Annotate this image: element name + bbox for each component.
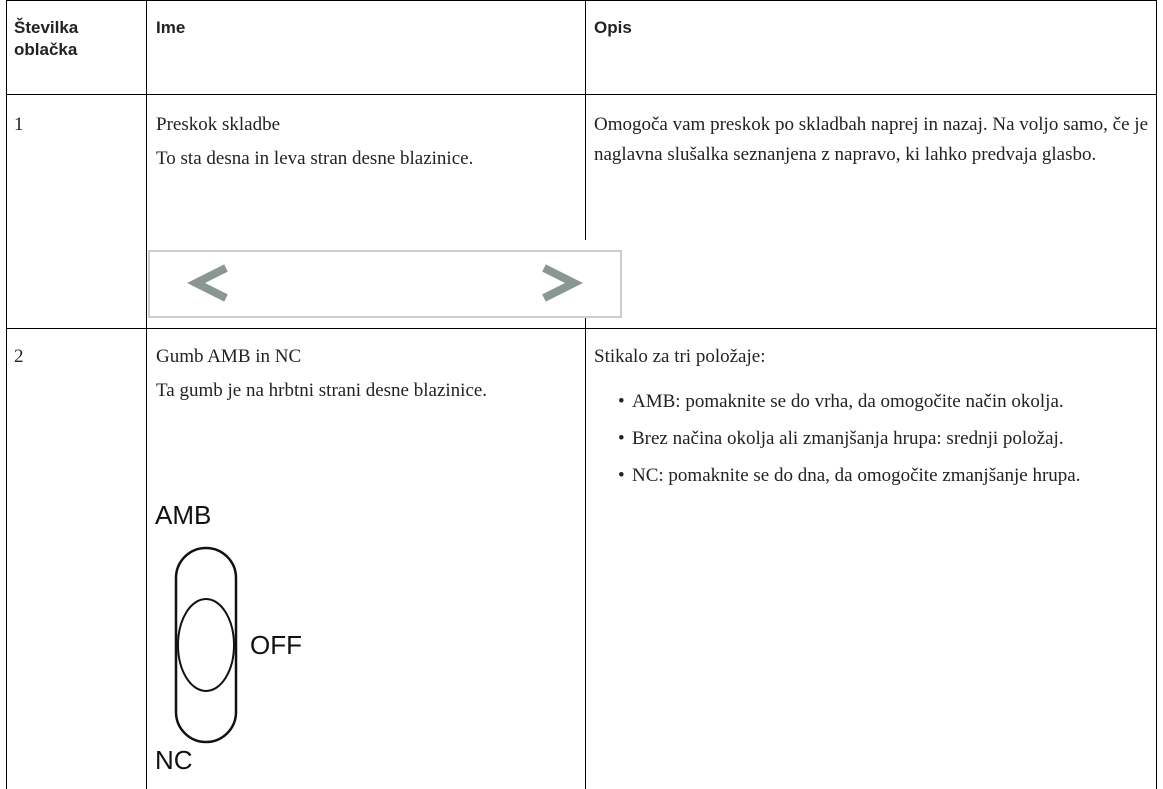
- bullet-item: AMB: pomaknite se do vrha, da omogočite …: [618, 387, 1154, 417]
- cell-number: 2: [14, 346, 24, 367]
- skip-figure: [148, 250, 622, 318]
- cell-description: Stikalo za tri položaje:: [594, 346, 766, 367]
- bullet-list: AMB: pomaknite se do vrha, da omogočite …: [618, 387, 1154, 498]
- cell-name: Gumb AMB in NC: [156, 346, 302, 367]
- border: [1156, 0, 1157, 789]
- header-cell: Ime: [156, 18, 186, 37]
- header-cell: Opis: [594, 18, 632, 37]
- border: [6, 0, 7, 789]
- cell-note: Ta gumb je na hrbtni strani desne blazin…: [156, 380, 488, 401]
- cell-description: Omogoča vam preskok po skladbah naprej i…: [594, 114, 1148, 165]
- border: [146, 0, 147, 789]
- figure-label: AMB: [155, 500, 212, 530]
- border: [585, 316, 586, 789]
- figure-label: NC: [155, 745, 193, 775]
- switch-figure: [174, 546, 238, 744]
- border: [6, 0, 1157, 1]
- figure-label: OFF: [250, 630, 302, 660]
- cell-note: To sta desna in leva stran desne blazini…: [156, 148, 474, 169]
- border: [585, 0, 586, 240]
- bullet-item: Brez načina okolja ali zmanjšanja hrupa:…: [618, 424, 1154, 454]
- cell-number: 1: [14, 114, 24, 135]
- border: [6, 94, 1157, 95]
- cell-name: Preskok skladbe: [156, 114, 281, 135]
- header-cell: Številka oblačka: [14, 18, 79, 59]
- border: [6, 328, 1157, 329]
- bullet-item: NC: pomaknite se do dna, da omogočite zm…: [618, 461, 1154, 491]
